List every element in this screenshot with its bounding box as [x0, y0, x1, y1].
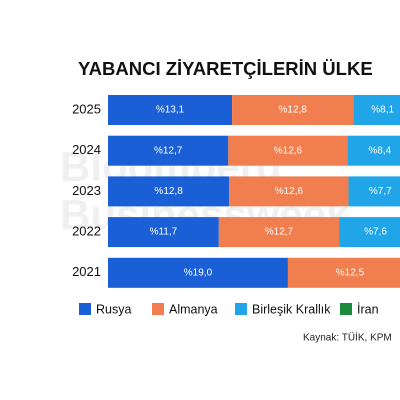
- legend-label: İran: [357, 302, 379, 316]
- legend-swatch: [340, 303, 352, 315]
- legend-swatch: [79, 303, 91, 315]
- source: Kaynak: TÜİK, KPM: [303, 331, 392, 344]
- chart-title: YABANCI ZİYARETÇİLERİN ÜLKE: [78, 58, 373, 79]
- value-label: %12,6: [275, 186, 304, 197]
- legend-label: Rusya: [96, 302, 131, 316]
- legend-label: Almanya: [169, 302, 218, 316]
- value-label: %19,0: [184, 267, 213, 278]
- value-label: %12,7: [265, 227, 294, 238]
- value-label: %12,8: [154, 186, 183, 197]
- legend-swatch: [235, 303, 247, 315]
- bar-segment: [347, 135, 400, 166]
- bar-segment: [353, 95, 400, 125]
- bar-segment: [108, 176, 230, 207]
- value-label: %12,8: [278, 105, 307, 116]
- y-tick-label: 2022: [72, 224, 101, 239]
- bar-segment: [108, 217, 219, 248]
- legend-swatch: [152, 303, 164, 315]
- legend-label: Birleşik Krallık: [252, 302, 331, 316]
- bar-segment: [348, 176, 400, 207]
- value-label: %7,7: [369, 186, 392, 197]
- bar-segment: [228, 135, 348, 166]
- y-tick-label: 2024: [72, 142, 101, 157]
- value-label: %13,1: [156, 105, 185, 116]
- y-tick-label: 2025: [72, 101, 101, 116]
- bar-segment: [218, 217, 340, 248]
- bar-segment: [339, 217, 400, 248]
- value-label: %8,4: [368, 145, 391, 156]
- value-label: %7,6: [364, 227, 387, 238]
- value-label: %11,7: [150, 227, 178, 238]
- bar-segment: [108, 135, 229, 166]
- bar-segment: [108, 257, 288, 288]
- bar-segment: [232, 95, 354, 125]
- bar-segment: [229, 176, 349, 207]
- value-label: %12,7: [154, 145, 183, 156]
- bar-segment: [287, 257, 400, 288]
- y-tick-label: 2023: [72, 183, 101, 198]
- value-label: %12,5: [336, 267, 365, 278]
- bar-segment: [108, 95, 233, 125]
- value-label: %12,6: [274, 145, 303, 156]
- value-label: %8,1: [371, 105, 394, 116]
- y-tick-label: 2021: [72, 264, 101, 279]
